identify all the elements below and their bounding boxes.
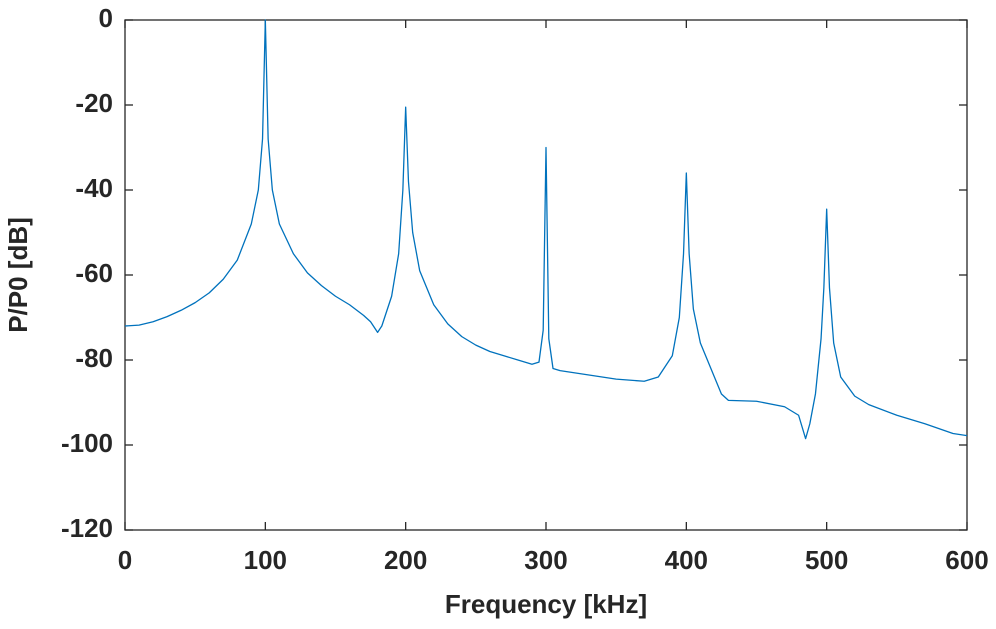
y-tick-label: -20 <box>75 88 113 118</box>
x-tick-label: 600 <box>945 545 988 575</box>
x-tick-label: 200 <box>384 545 427 575</box>
x-tick-label: 100 <box>244 545 287 575</box>
y-tick-label: 0 <box>99 3 113 33</box>
line <box>124 19 968 440</box>
plot-frame <box>124 19 968 531</box>
y-tick-label: -60 <box>75 258 113 288</box>
y-tick-label: -120 <box>61 513 113 543</box>
y-tick-label: -100 <box>61 428 113 458</box>
x-tick-label: 0 <box>118 545 132 575</box>
x-tick-label: 300 <box>524 545 567 575</box>
x-tick-label: 500 <box>805 545 848 575</box>
x-axis-label: Frequency [kHz] <box>445 589 647 619</box>
y-tick-label: -80 <box>75 343 113 373</box>
y-tick-label: -40 <box>75 173 113 203</box>
x-tick-label: 400 <box>665 545 708 575</box>
y-axis-label: P/P0 [dB] <box>3 217 33 333</box>
